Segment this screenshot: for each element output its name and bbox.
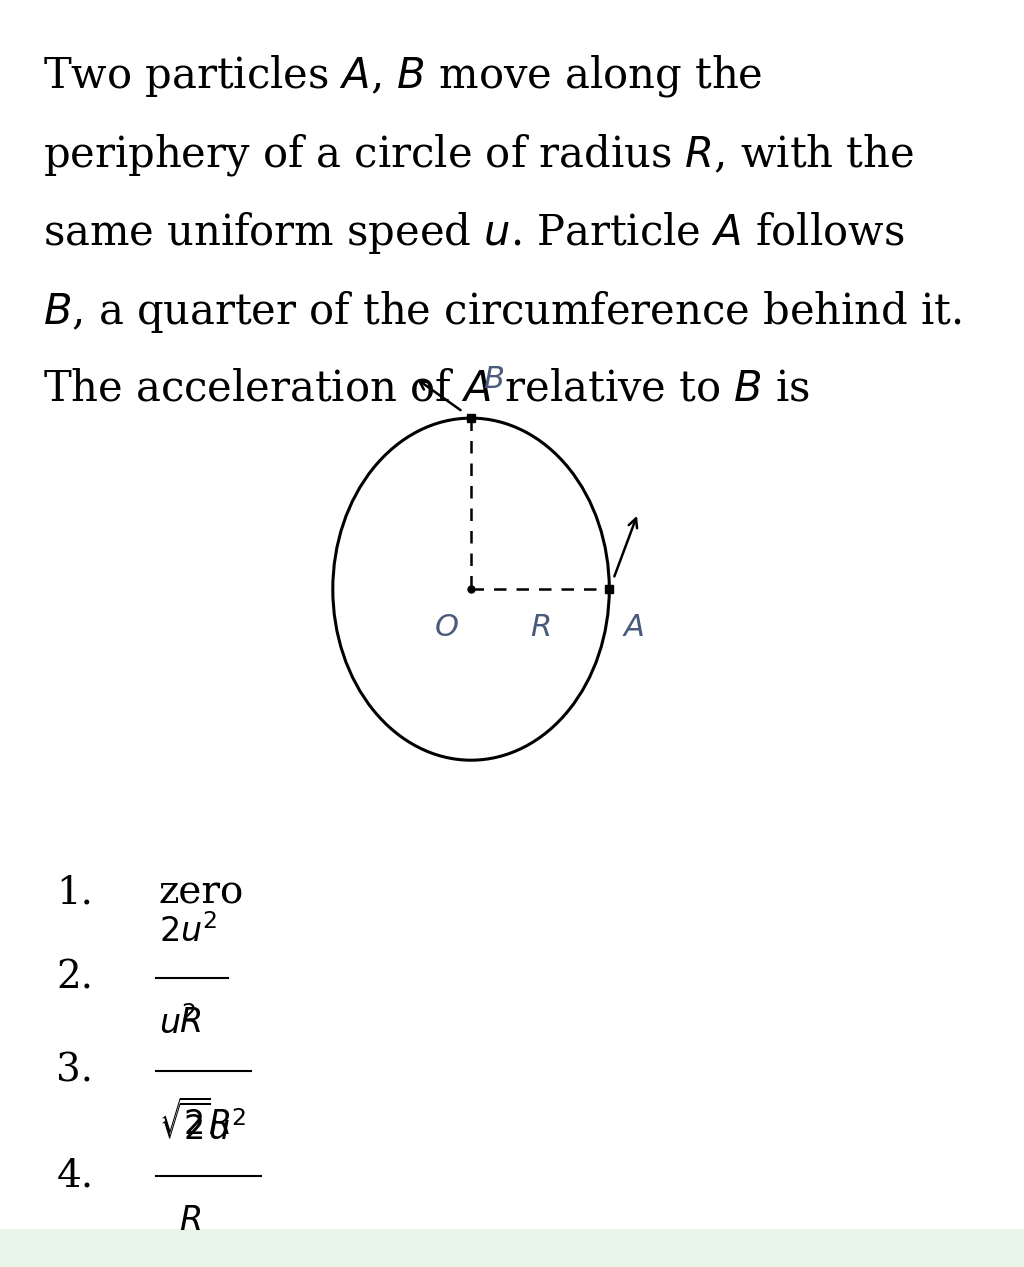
Text: Two particles $\mathit{A}$, $\mathit{B}$ move along the: Two particles $\mathit{A}$, $\mathit{B}$… (43, 53, 763, 99)
Text: periphery of a circle of radius $\mathit{R}$, with the: periphery of a circle of radius $\mathit… (43, 132, 913, 177)
Text: $\mathit{A}$: $\mathit{A}$ (622, 612, 644, 642)
Bar (0, 1229, 1024, 1267)
Text: $R$: $R$ (179, 1007, 202, 1039)
Text: $\mathit{B}$, a quarter of the circumference behind it.: $\mathit{B}$, a quarter of the circumfer… (43, 289, 962, 334)
Text: same uniform speed $\mathit{u}$. Particle $\mathit{A}$ follows: same uniform speed $\mathit{u}$. Particl… (43, 210, 904, 256)
Text: $\sqrt{2}R$: $\sqrt{2}R$ (159, 1100, 230, 1142)
Text: 2.: 2. (56, 959, 93, 997)
Text: $R$: $R$ (179, 1205, 202, 1237)
Text: 1.: 1. (56, 874, 93, 912)
Text: $\mathit{O}$: $\mathit{O}$ (434, 612, 459, 642)
Text: $\mathit{R}$: $\mathit{R}$ (530, 612, 550, 642)
Text: 4.: 4. (56, 1157, 93, 1195)
Text: $u^2$: $u^2$ (159, 1007, 196, 1041)
Text: 3.: 3. (56, 1052, 93, 1090)
Text: $\sqrt{2}u^2$: $\sqrt{2}u^2$ (159, 1105, 246, 1147)
Text: $2u^2$: $2u^2$ (159, 915, 217, 949)
Text: $\mathit{B}$: $\mathit{B}$ (483, 365, 505, 395)
Text: zero: zero (159, 874, 244, 912)
Text: The acceleration of $\mathit{A}$ relative to $\mathit{B}$ is: The acceleration of $\mathit{A}$ relativ… (43, 367, 810, 409)
